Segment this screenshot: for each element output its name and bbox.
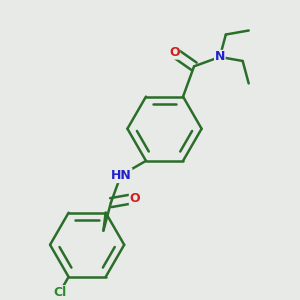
Text: HN: HN [110, 169, 131, 182]
Text: N: N [214, 50, 225, 64]
Text: O: O [129, 192, 140, 205]
Text: O: O [169, 46, 180, 59]
Text: Cl: Cl [53, 286, 66, 299]
